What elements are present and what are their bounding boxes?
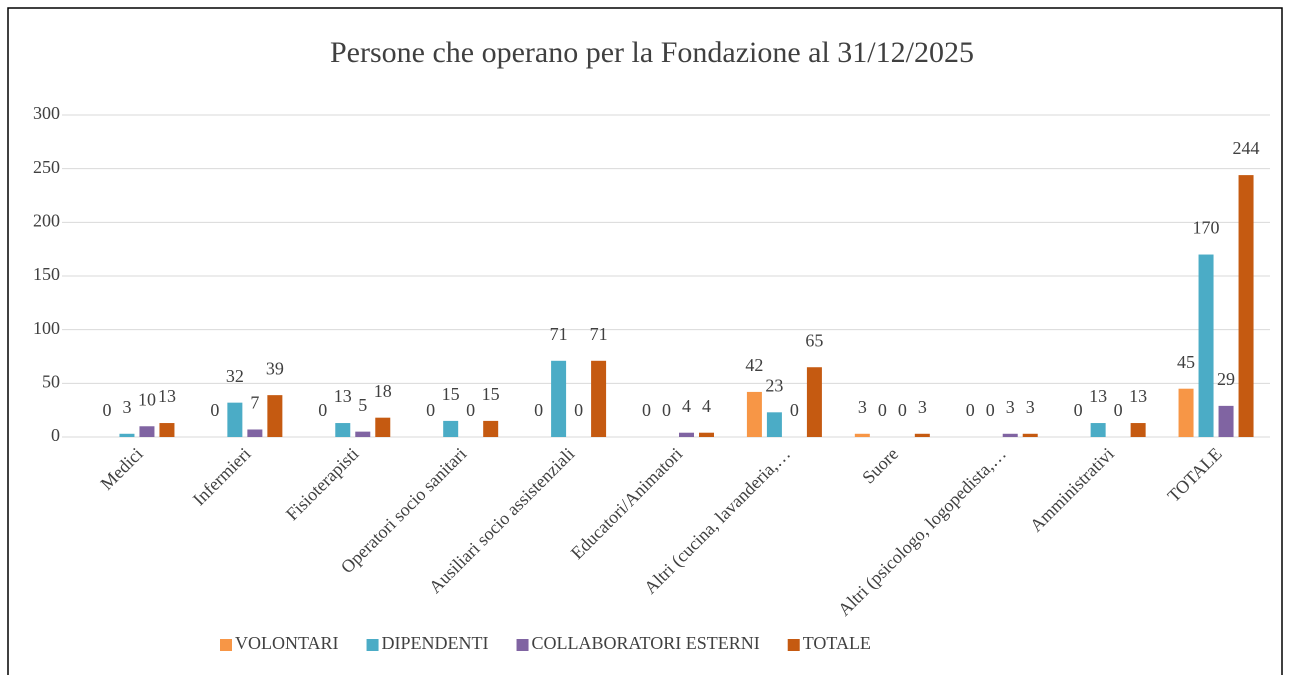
- bar: [1022, 433, 1038, 437]
- legend-swatch: [366, 639, 379, 651]
- data-label: 23: [765, 375, 783, 395]
- data-label: 0: [534, 400, 543, 420]
- data-label: 0: [102, 400, 111, 420]
- x-tick-label: Suore: [858, 444, 902, 488]
- data-label: 3: [122, 397, 131, 417]
- data-label: 5: [358, 395, 367, 415]
- data-label: 4: [702, 396, 711, 416]
- data-label: 3: [1026, 397, 1035, 417]
- bar: [699, 432, 714, 437]
- bar: [766, 412, 782, 437]
- data-label: 0: [318, 400, 327, 420]
- y-tick-label: 150: [33, 264, 60, 284]
- data-label: 45: [1177, 352, 1195, 372]
- bar: [1178, 388, 1194, 437]
- data-label: 13: [334, 386, 352, 406]
- data-label: 4: [682, 396, 691, 416]
- bar: [335, 423, 351, 437]
- bar: [591, 360, 607, 437]
- data-label: 15: [442, 384, 460, 404]
- data-label: 29: [1217, 369, 1235, 389]
- y-tick-label: 0: [51, 425, 60, 445]
- bar: [355, 431, 371, 437]
- data-label: 0: [642, 400, 651, 420]
- x-tick-label: TOTALE: [1163, 444, 1225, 506]
- bar: [1090, 423, 1106, 437]
- bar: [1218, 405, 1234, 437]
- bar: [1002, 433, 1018, 437]
- legend-label: DIPENDENTI: [382, 633, 489, 653]
- data-label: 0: [574, 400, 583, 420]
- legend-label: TOTALE: [803, 633, 871, 653]
- bar: [806, 367, 822, 437]
- data-label: 71: [590, 324, 608, 344]
- legend-swatch: [516, 639, 529, 651]
- data-label: 3: [858, 397, 867, 417]
- data-label: 0: [898, 400, 907, 420]
- data-label: 0: [986, 400, 995, 420]
- data-label: 13: [1089, 386, 1107, 406]
- data-label: 13: [1129, 386, 1147, 406]
- bar: [375, 417, 391, 437]
- bar: [746, 391, 762, 437]
- data-label: 3: [1006, 397, 1015, 417]
- y-tick-label: 200: [33, 210, 60, 230]
- data-label: 42: [745, 355, 763, 375]
- data-label: 0: [210, 400, 219, 420]
- legend-swatch: [787, 639, 800, 651]
- data-label: 0: [1074, 400, 1083, 420]
- data-label: 10: [138, 389, 156, 409]
- bar: [443, 420, 459, 437]
- data-label: 7: [250, 393, 259, 413]
- bar: [914, 433, 930, 437]
- bar: [227, 402, 243, 437]
- y-tick-label: 50: [42, 371, 60, 391]
- data-label: 15: [482, 384, 500, 404]
- bar: [247, 429, 263, 437]
- bar: [267, 395, 283, 437]
- data-label: 0: [1114, 400, 1123, 420]
- data-label: 244: [1233, 138, 1260, 158]
- legend-label: VOLONTARI: [235, 633, 339, 653]
- data-label: 18: [374, 381, 392, 401]
- x-tick-label: Educatori/Animatori: [567, 444, 686, 563]
- data-label: 0: [466, 400, 475, 420]
- data-label: 32: [226, 366, 244, 386]
- legend-label: COLLABORATORI ESTERNI: [532, 633, 760, 653]
- bar: [854, 433, 870, 437]
- x-tick-label: Fisioterapisti: [282, 444, 363, 525]
- data-label: 0: [790, 400, 799, 420]
- data-label: 71: [550, 324, 568, 344]
- x-tick-label: Infermieri: [189, 444, 255, 510]
- data-label: 0: [878, 400, 887, 420]
- chart-title: Persone che operano per la Fondazione al…: [330, 36, 974, 69]
- bar: [119, 433, 135, 437]
- bar: [1238, 175, 1254, 437]
- bar: [159, 423, 175, 437]
- data-label: 0: [662, 400, 671, 420]
- y-tick-label: 100: [33, 318, 60, 338]
- data-label: 0: [966, 400, 975, 420]
- data-label: 13: [158, 386, 176, 406]
- bar: [483, 420, 499, 437]
- legend-swatch: [220, 639, 232, 651]
- y-tick-label: 250: [33, 157, 60, 177]
- data-label: 3: [918, 397, 927, 417]
- x-tick-label: Amministrativi: [1026, 444, 1118, 536]
- data-label: 65: [805, 330, 823, 350]
- chart-border: [7, 7, 1283, 675]
- data-label: 39: [266, 358, 284, 378]
- data-label: 170: [1193, 218, 1220, 238]
- bar: [1198, 254, 1214, 437]
- bar: [679, 432, 694, 437]
- bar: [551, 360, 567, 437]
- bar: [139, 426, 155, 437]
- bar: [1130, 423, 1146, 437]
- data-label: 0: [426, 400, 435, 420]
- x-tick-label: Medici: [96, 444, 146, 494]
- y-tick-label: 300: [33, 103, 60, 123]
